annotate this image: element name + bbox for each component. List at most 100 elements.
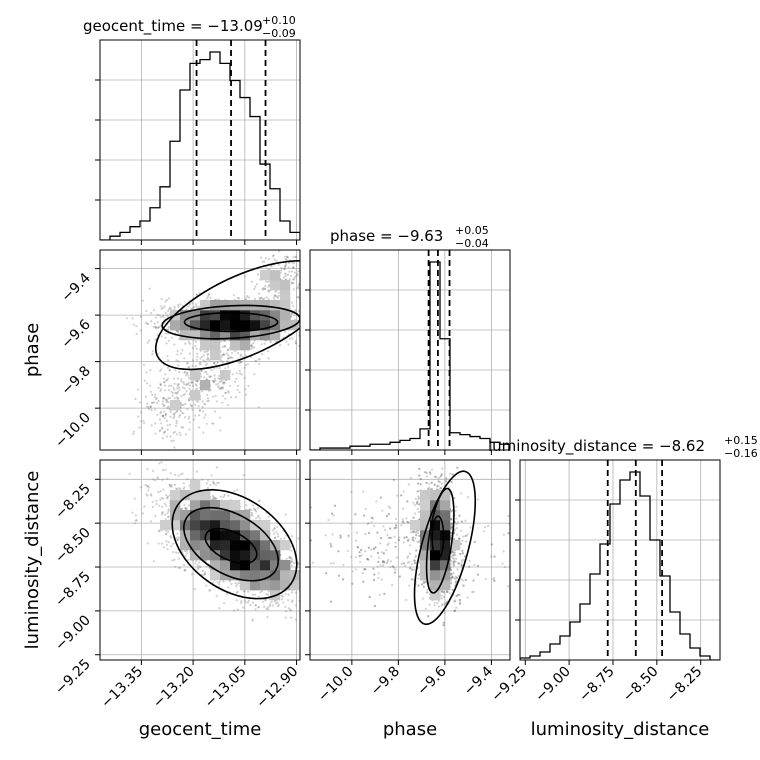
scatter-point	[198, 409, 201, 412]
scatter-point	[297, 286, 300, 289]
scatter-point	[223, 344, 226, 347]
scatter-point	[205, 350, 208, 353]
scatter-point	[294, 274, 297, 278]
scatter-point	[293, 271, 297, 274]
scatter-point	[146, 542, 149, 545]
scatter-point	[177, 305, 180, 309]
scatter-point	[180, 507, 183, 510]
scatter-point	[171, 336, 174, 339]
scatter-point	[292, 304, 295, 307]
scatter-point	[192, 306, 195, 309]
scatter-point	[150, 409, 153, 412]
scatter-point	[188, 342, 192, 345]
scatter-point	[269, 602, 272, 606]
scatter-point	[183, 569, 186, 572]
scatter-point	[211, 422, 214, 425]
scatter-point	[162, 546, 165, 549]
scatter-point	[262, 288, 265, 291]
scatter-point	[198, 292, 201, 295]
scatter-point	[154, 326, 157, 329]
scatter-point	[224, 391, 227, 394]
scatter-point	[285, 246, 287, 248]
scatter-point	[160, 513, 163, 516]
scatter-point	[213, 381, 216, 384]
scatter-point	[176, 392, 179, 395]
scatter-point	[165, 399, 168, 402]
scatter-point	[307, 578, 309, 580]
scatter-point	[139, 315, 142, 318]
scatter-point	[322, 317, 324, 319]
scatter-point	[257, 406, 260, 409]
density-cell	[230, 310, 241, 321]
scatter-point	[254, 517, 258, 520]
scatter-point	[277, 603, 280, 607]
scatter-point	[248, 296, 251, 299]
scatter-point	[227, 390, 230, 393]
scatter-point	[172, 412, 175, 416]
scatter-point	[227, 366, 230, 369]
scatter-point	[207, 357, 210, 361]
scatter-point	[205, 482, 208, 485]
scatter-point	[173, 415, 176, 418]
scatter-point	[280, 594, 283, 597]
scatter-point	[235, 372, 239, 375]
scatter-point	[221, 386, 224, 389]
scatter-point	[240, 373, 243, 376]
scatter-point	[238, 391, 241, 394]
scatter-point	[267, 258, 270, 261]
scatter-point	[195, 305, 198, 308]
scatter-point	[220, 340, 223, 343]
scatter-point	[174, 391, 177, 394]
scatter-point	[164, 312, 167, 315]
title-luminosity-distance: luminosity_distance = −8.62 +0.15 −0.16	[488, 434, 758, 460]
scatter-point	[311, 309, 313, 311]
scatter-point	[190, 381, 193, 384]
scatter-point	[172, 386, 175, 389]
scatter-point	[166, 512, 169, 515]
scatter-point	[172, 377, 176, 380]
panel-luminosity_distance-vs-geocent_time	[100, 460, 309, 660]
scatter-point	[163, 381, 166, 384]
scatter-point	[234, 396, 237, 399]
scatter-point	[209, 296, 212, 299]
scatter-point	[301, 591, 303, 593]
scatter-point	[150, 320, 153, 323]
scatter-point	[244, 388, 247, 391]
scatter-point	[265, 593, 268, 596]
scatter-point	[291, 270, 294, 273]
scatter-point	[182, 382, 186, 385]
scatter-point	[184, 374, 188, 377]
scatter-point	[216, 481, 219, 484]
scatter-point	[173, 446, 176, 449]
scatter-point	[218, 374, 221, 377]
scatter-point	[237, 297, 240, 300]
scatter-point	[151, 500, 154, 503]
scatter-point	[203, 360, 206, 363]
scatter-point	[145, 309, 148, 313]
scatter-point	[133, 430, 136, 433]
scatter-point	[167, 510, 170, 513]
scatter-point	[155, 401, 159, 404]
scatter-point	[173, 558, 176, 561]
scatter-point	[304, 276, 306, 278]
scatter-point	[208, 589, 211, 592]
scatter-point	[251, 345, 254, 348]
scatter-point	[301, 338, 303, 340]
scatter-point	[267, 283, 271, 286]
scatter-point	[184, 370, 187, 374]
scatter-point	[185, 552, 189, 555]
scatter-point	[251, 618, 255, 621]
scatter-point	[180, 395, 183, 398]
scatter-point	[291, 261, 294, 264]
scatter-point	[173, 343, 176, 346]
density-cell	[200, 380, 211, 391]
scatter-point	[277, 291, 280, 294]
scatter-point	[243, 590, 246, 593]
scatter-point	[135, 519, 138, 522]
scatter-point	[198, 305, 201, 308]
scatter-point	[303, 572, 305, 574]
scatter-point	[345, 322, 347, 324]
scatter-point	[157, 399, 160, 402]
scatter-point	[166, 497, 169, 500]
scatter-point	[303, 331, 305, 333]
